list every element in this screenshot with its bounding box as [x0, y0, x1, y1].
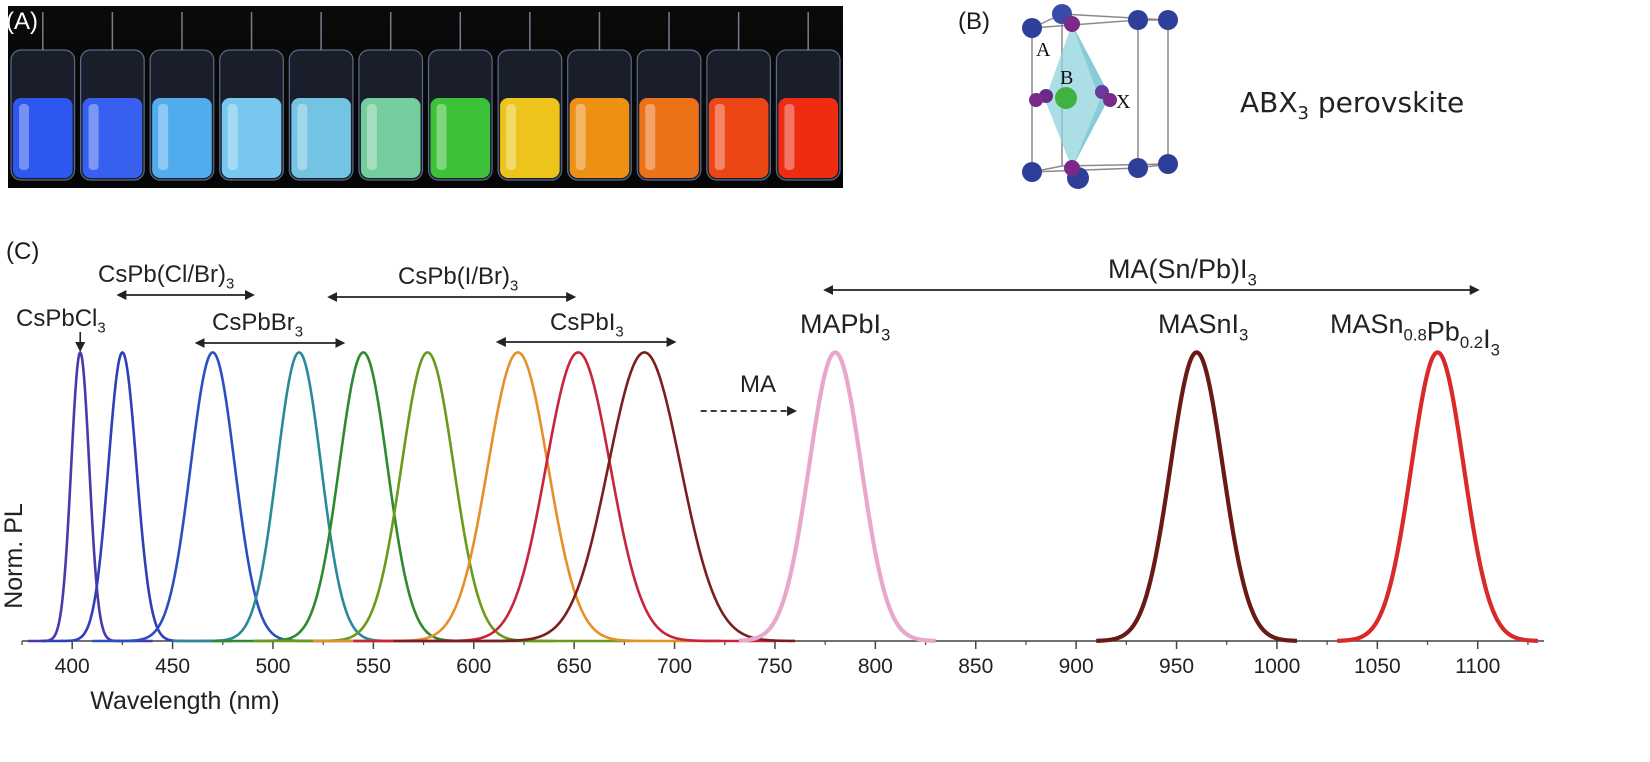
panel-a-label: (A): [6, 8, 38, 35]
perovskite-title-sub: 3: [1297, 103, 1309, 124]
atom-spheres: [1022, 4, 1178, 189]
vial: [219, 12, 284, 181]
atom-b-label: B: [1060, 67, 1073, 89]
panel-b-label: (B): [958, 8, 990, 35]
compound-label: CsPbBr3: [212, 309, 303, 341]
x-tick-label: 550: [356, 655, 391, 678]
vial: [567, 12, 632, 181]
compound-label: CsPb(Cl/Br)3: [98, 261, 234, 293]
x-tick-label: 1050: [1354, 655, 1401, 678]
x-axis-label: Wavelength (nm): [90, 687, 279, 715]
pl-series-line: [212, 351, 555, 643]
pl-series-line: [91, 351, 394, 643]
pl-series-line: [27, 351, 153, 643]
octahedron-shape: [1045, 24, 1110, 168]
x-tick-label: 450: [155, 655, 190, 678]
pl-series-line: [1336, 350, 1540, 643]
vial: [427, 12, 493, 181]
compound-label: MA(Sn/Pb)I3: [1108, 254, 1257, 290]
panel-c-label: (C): [6, 238, 40, 265]
compound-label: CsPbI3: [550, 309, 624, 341]
pl-series-line: [393, 351, 796, 643]
x-tick-label: 400: [55, 655, 90, 678]
x-tick-label: 1000: [1254, 655, 1301, 678]
pl-series-line: [1095, 350, 1299, 643]
pl-series-line: [172, 351, 475, 643]
atom-a-label: A: [1036, 39, 1051, 61]
atom-x-label: X: [1116, 91, 1131, 113]
y-axis-label: Norm. PL: [0, 503, 28, 609]
x-tick-label: 500: [255, 655, 290, 678]
vial: [636, 12, 702, 181]
x-tick-label: 900: [1059, 655, 1094, 678]
vial: [10, 12, 76, 181]
x-tick-label: 600: [456, 655, 491, 678]
vial: [288, 12, 354, 181]
compound-label: MASn0.8Pb0.2I3: [1330, 309, 1500, 360]
x-tick-label: 950: [1159, 655, 1194, 678]
vial: [149, 12, 215, 181]
vial: [706, 12, 772, 181]
x-tick-label: 700: [657, 655, 692, 678]
compound-label: CsPbCl3: [16, 305, 106, 337]
compound-label: MAPbI3: [800, 309, 890, 345]
pl-series-line: [737, 350, 937, 643]
vials-photo: [8, 6, 843, 188]
vial: [358, 12, 424, 181]
x-tick-label: 850: [958, 655, 993, 678]
perovskite-title: ABX3 perovskite: [1240, 86, 1465, 124]
perovskite-title-rest: perovskite: [1309, 86, 1465, 119]
x-tick-label: 750: [757, 655, 792, 678]
perovskite-crystal-diagram: A B X: [1022, 4, 1178, 189]
compound-label: MA: [740, 371, 776, 398]
vial: [497, 12, 563, 181]
pl-series-line: [353, 351, 776, 643]
x-tick-label: 1100: [1455, 655, 1500, 678]
compound-label: MASnI3: [1158, 309, 1248, 345]
compound-label: CsPb(I/Br)3: [398, 263, 518, 295]
vial: [775, 12, 841, 181]
x-tick-label: 650: [557, 655, 592, 678]
pl-series-line: [312, 351, 716, 643]
x-tick-label: 800: [858, 655, 893, 678]
pl-spectra-chart: 400 450 500 550 600 650 700 750 800 850 900 950 1000…: [0, 254, 1544, 715]
perovskite-title-main: ABX: [1240, 86, 1298, 119]
vial: [79, 12, 145, 181]
